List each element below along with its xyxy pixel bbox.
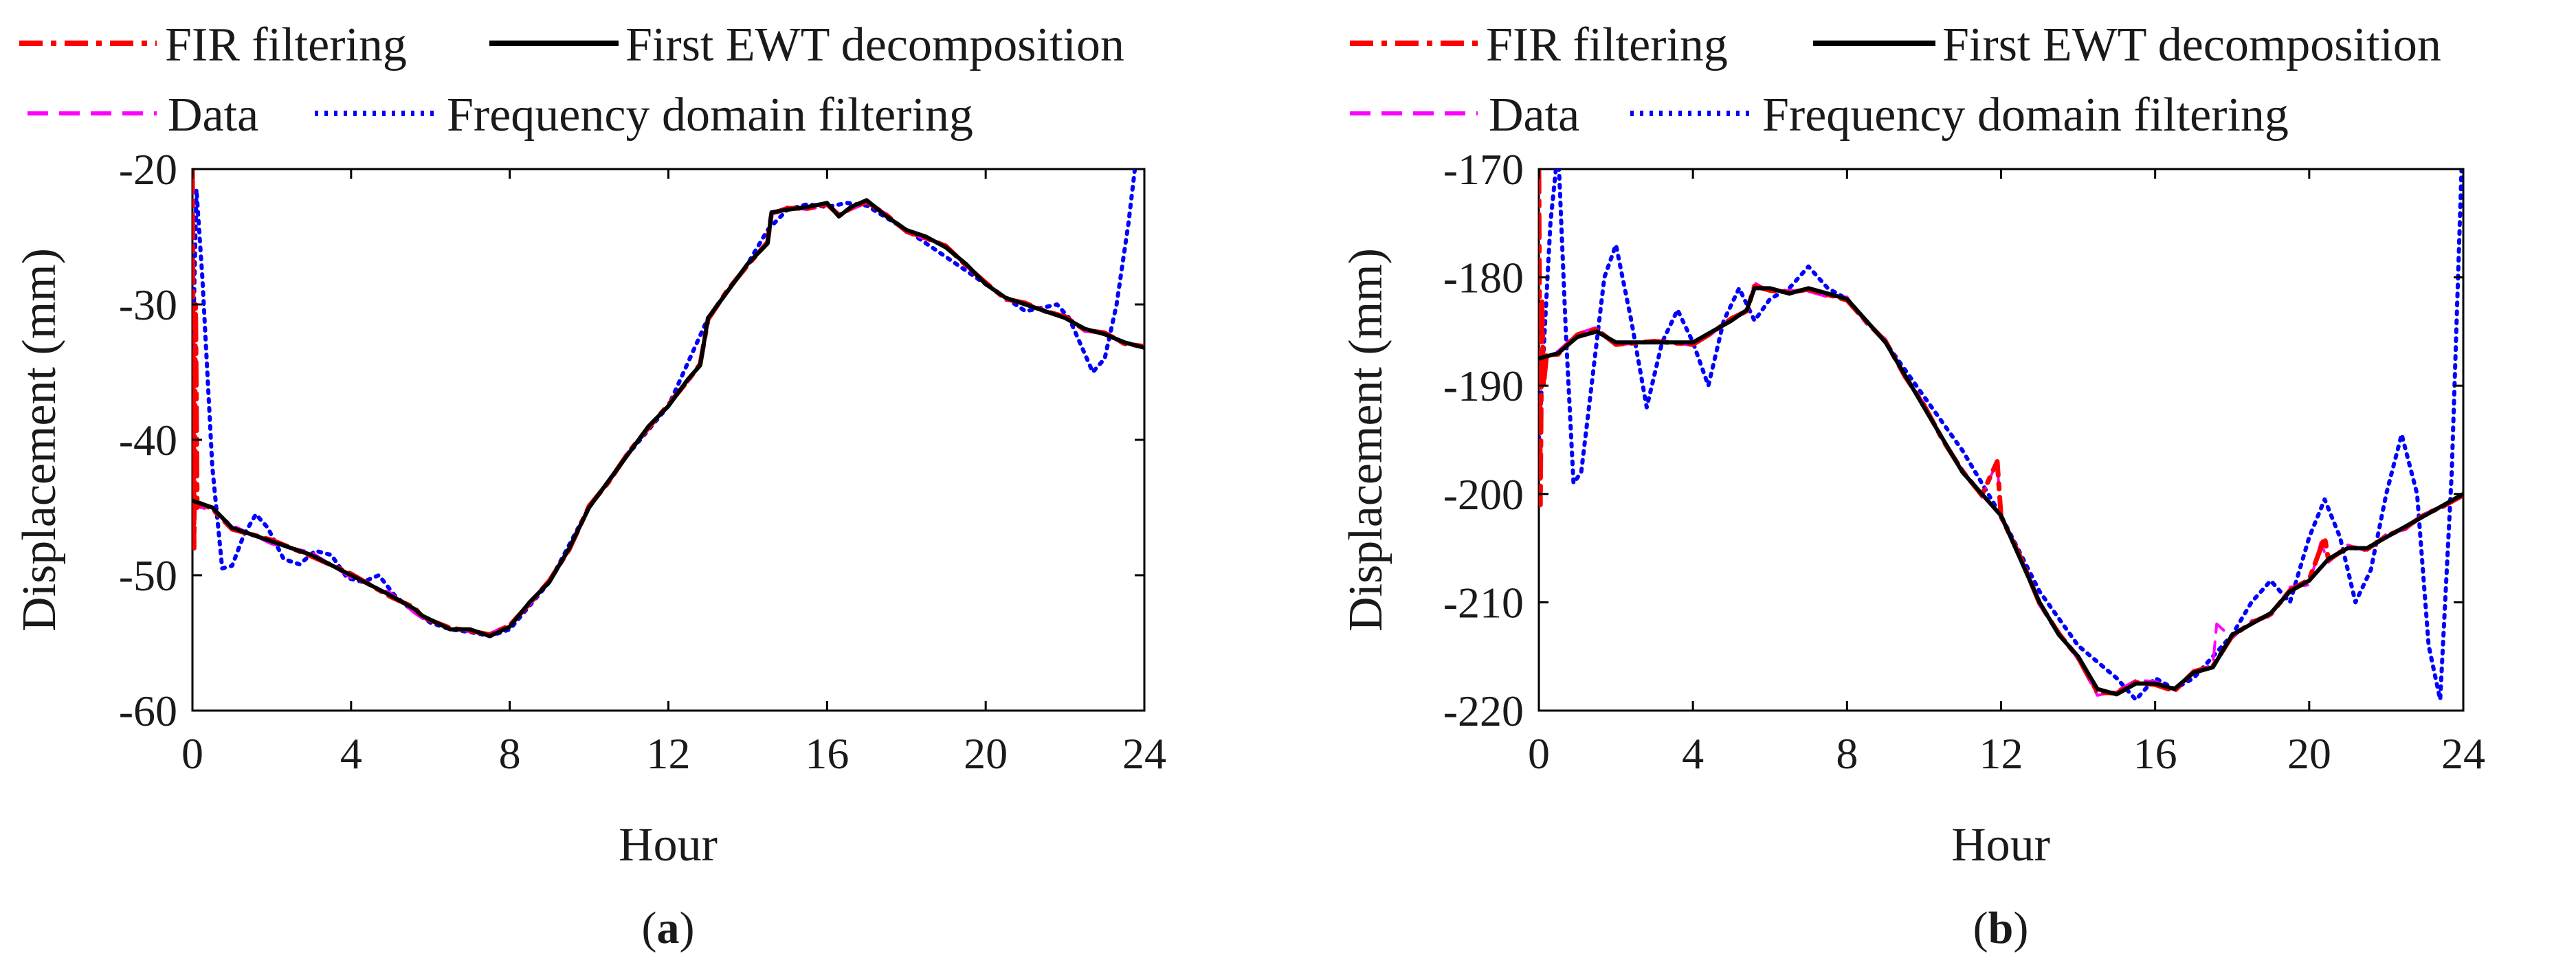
chart-a-ylabel: Displacement (mm) — [13, 248, 66, 632]
chart-a-ytick-label: -50 — [119, 551, 177, 600]
chart-b-caption-letter: b — [1988, 903, 2014, 953]
chart-b: 0 4 8 12 16 20 24 -170 -180 -190 -200 -210 -220 Hour… — [1340, 145, 2485, 953]
chart-b-series-ewt — [1539, 286, 2463, 697]
chart-b-xlabel: Hour — [1951, 818, 2050, 871]
legend-b-ewt-label: First EWT decomposition — [1942, 19, 2441, 71]
legend-b-data-label: Data — [1489, 89, 1579, 142]
chart-a-xtick-label: 8 — [499, 729, 521, 778]
chart-b-ylabel: Displacement (mm) — [1340, 248, 1392, 632]
chart-a-ytick-label: -20 — [119, 145, 177, 194]
chart-b-xtick-label: 8 — [1836, 729, 1858, 778]
chart-b-series-freq — [1539, 169, 2463, 702]
legend-a-data-label: Data — [168, 89, 258, 142]
chart-a-xtick-label: 4 — [340, 729, 362, 778]
chart-b-xtick-label: 24 — [2441, 729, 2485, 778]
chart-a-plot-area — [191, 168, 1146, 712]
chart-a-ytick-label: -40 — [119, 416, 177, 465]
chart-a-series-ewt — [192, 198, 1144, 638]
chart-b-ytick-label: -200 — [1443, 470, 1524, 519]
chart-b-xtick-label: 0 — [1528, 729, 1550, 778]
chart-b-ytick-label: -210 — [1443, 578, 1524, 627]
chart-b-xtick-label: 4 — [1682, 729, 1704, 778]
chart-a-ytick-label: -30 — [119, 280, 177, 329]
legend-a-fir-label: FIR filtering — [165, 19, 407, 71]
chart-b-series — [1539, 169, 2463, 702]
chart-a-ytick-label: -60 — [119, 687, 177, 735]
chart-a: 0 4 8 12 16 20 24 -20 -30 -40 -50 -60 Hour Displace… — [13, 145, 1166, 953]
legend-b-fir-label: FIR filtering — [1486, 19, 1728, 71]
chart-a-caption-letter: a — [657, 903, 680, 953]
chart-b-ytick-label: -170 — [1443, 145, 1524, 194]
chart-a-xtick-label: 0 — [181, 729, 203, 778]
legend-b-freq-label: Frequency domain filtering — [1762, 89, 2289, 142]
chart-a-ticks: 0 4 8 12 16 20 24 -20 -30 -40 -50 -60 — [119, 145, 1166, 778]
legend-b: FIR filtering First EWT decomposition Da… — [1350, 19, 2441, 142]
chart-b-plot-area — [1537, 168, 2465, 712]
chart-b-ytick-label: -220 — [1443, 687, 1524, 735]
chart-a-caption: (a) — [642, 903, 695, 953]
legend-a: FIR filtering First EWT decomposition Da… — [19, 19, 1124, 142]
chart-b-ytick-label: -190 — [1443, 361, 1524, 410]
chart-b-ticks: 0 4 8 12 16 20 24 -170 -180 -190 -200 -210 -220 — [1443, 145, 2485, 778]
legend-a-freq-label: Frequency domain filtering — [447, 89, 973, 142]
chart-a-xtick-label: 24 — [1122, 729, 1166, 778]
chart-b-xtick-label: 16 — [2133, 729, 2177, 778]
legend-a-ewt-label: First EWT decomposition — [625, 19, 1124, 71]
chart-b-xtick-label: 20 — [2287, 729, 2331, 778]
chart-a-series-freq — [192, 169, 1137, 638]
chart-a-xtick-label: 20 — [964, 729, 1008, 778]
chart-a-xtick-label: 16 — [805, 729, 849, 778]
chart-b-ytick-label: -180 — [1443, 254, 1524, 302]
chart-a-xlabel: Hour — [619, 818, 718, 871]
chart-b-xtick-label: 12 — [1979, 729, 2023, 778]
chart-a-xtick-label: 12 — [647, 729, 691, 778]
chart-a-series — [192, 169, 1144, 638]
chart-b-caption: (b) — [1973, 903, 2029, 953]
